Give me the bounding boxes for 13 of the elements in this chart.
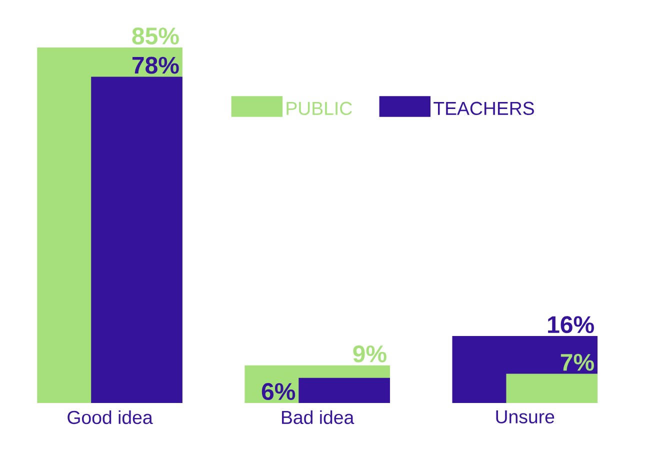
data-label: 85% <box>132 28 179 45</box>
data-label: 9% <box>353 345 386 362</box>
bar <box>91 76 182 403</box>
x-tick-label: Bad idea <box>282 410 354 424</box>
legend-label: PUBLIC <box>286 102 352 116</box>
data-label: 16% <box>548 316 594 334</box>
x-tick-label: Unsure <box>496 410 554 424</box>
x-tick-label: Good idea <box>68 410 153 424</box>
bar <box>298 378 390 403</box>
data-label: 78% <box>132 56 179 74</box>
legend-label: TEACHERS <box>434 102 534 116</box>
data-label: 6% <box>262 383 296 400</box>
data-label: 7% <box>560 354 594 371</box>
